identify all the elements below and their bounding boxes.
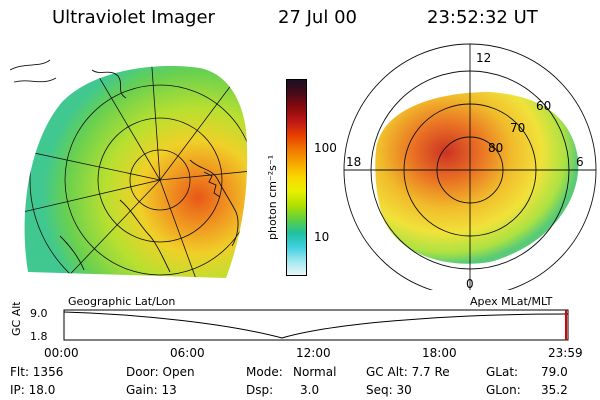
timeline-xtick-1800: 18:00 xyxy=(422,346,457,360)
flight-number: Flt: 1356 xyxy=(10,365,64,379)
colorbar xyxy=(286,79,307,276)
mode-label: Mode: xyxy=(246,365,283,379)
colorbar-tick-10: 10 xyxy=(314,230,330,244)
mlat-grid xyxy=(343,43,597,290)
timeline-ytick-9: 9.0 xyxy=(30,307,48,320)
colorbar-unit: photon cm⁻²s⁻¹ xyxy=(266,155,279,240)
time-label: 23:52:32 UT xyxy=(427,7,538,28)
instrument-title: Ultraviolet Imager xyxy=(52,7,215,28)
mlat-label-70: 70 xyxy=(510,121,525,135)
timeline-ytick-1-8: 1.8 xyxy=(30,330,48,342)
apex-caption: Apex MLat/MLT xyxy=(470,295,553,308)
timeline-xtick-1200: 12:00 xyxy=(296,346,331,360)
orbit-timeline: GC Alt 9.0 1.8 xyxy=(10,302,569,342)
dsp-value: 3.0 xyxy=(300,383,320,397)
mlt-label-12: 12 xyxy=(476,51,491,65)
gain-value: Gain: 13 xyxy=(126,383,177,397)
mlat-label-60: 60 xyxy=(536,99,551,113)
auroral-emission-disk xyxy=(24,65,248,278)
sequence-number: Seq: 30 xyxy=(366,383,412,397)
glon-label: GLon: xyxy=(486,383,521,397)
timeline-xtick-2359: 23:59 xyxy=(548,346,583,360)
timeline-xtick-0000: 00:00 xyxy=(44,346,79,360)
coastlines xyxy=(9,59,239,273)
dsp-label: Dsp: xyxy=(246,383,274,397)
mlat-label-80: 80 xyxy=(488,141,503,155)
date-label: 27 Jul 00 xyxy=(278,7,357,28)
mlt-label-0: 0 xyxy=(466,277,474,290)
auroral-oval xyxy=(375,92,579,264)
timeline-frame xyxy=(63,309,569,341)
geographic-map xyxy=(9,59,248,278)
mlt-label-6: 6 xyxy=(576,155,584,169)
mode-value: Normal xyxy=(293,365,337,379)
gc-altitude: GC Alt: 7.7 Re xyxy=(366,365,450,379)
timeline-ylabel: GC Alt xyxy=(10,302,23,336)
apex-polar-map: 12 18 6 0 60 70 80 xyxy=(343,43,597,290)
glat-label: GLat: xyxy=(486,365,519,379)
colorbar-unit-text: photon cm⁻²s⁻¹ xyxy=(266,155,279,240)
colorbar-tick-100: 100 xyxy=(314,141,337,155)
timeline-xtick-0600: 06:00 xyxy=(170,346,205,360)
geographic-caption: Geographic Lat/Lon xyxy=(68,295,176,308)
mlt-label-18: 18 xyxy=(346,155,361,169)
glon-value: 35.2 xyxy=(541,383,568,397)
altitude-curve xyxy=(63,311,569,339)
door-status: Door: Open xyxy=(126,365,195,379)
ip-value: IP: 18.0 xyxy=(10,383,56,397)
glat-value: 79.0 xyxy=(541,365,568,379)
